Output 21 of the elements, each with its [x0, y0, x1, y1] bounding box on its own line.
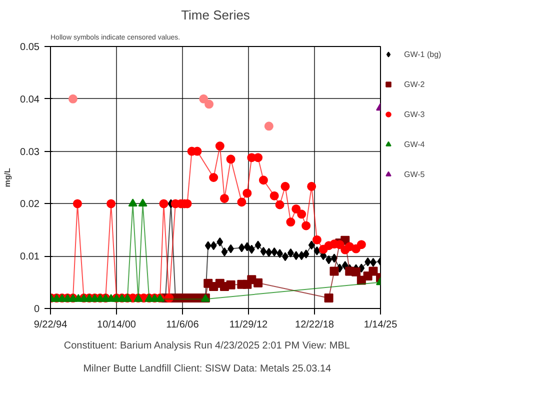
y-tick-label: 0 [34, 304, 40, 315]
y-tick-label: 0.03 [20, 146, 40, 158]
legend-label: GW-1 (bg) [404, 50, 442, 58]
legend-label: GW-4 [404, 140, 425, 148]
x-tick-label: 1/14/25 [364, 320, 398, 330]
x-tick-label: 10/14/00 [97, 320, 136, 330]
x-tick-label: 12/22/18 [295, 320, 334, 330]
y-tick-label: 0.01 [20, 252, 40, 263]
x-tick-label: 11/6/06 [166, 320, 200, 330]
text: Constituent: Barium Analysis Run 4/23/2025 2:01 PM View: MBL [64, 340, 350, 352]
y-tick-label: 0.04 [20, 94, 40, 106]
x-tick-label: 9/22/94 [34, 320, 68, 330]
legend-label: GW-2 [404, 80, 425, 88]
legend-label: GW-5 [404, 170, 425, 178]
y-axis-title: mg/L [3, 168, 12, 188]
text: Milner Butte Landfill Client: SISW Data: Metals 25.03.14 [83, 364, 332, 374]
x-tick-label: 11/29/12 [229, 320, 268, 330]
chart-title: Time Series [181, 8, 250, 22]
legend-label: GW-3 [404, 110, 425, 118]
y-tick-label: 0.05 [20, 42, 40, 53]
y-tick-label: 0.02 [20, 199, 40, 210]
